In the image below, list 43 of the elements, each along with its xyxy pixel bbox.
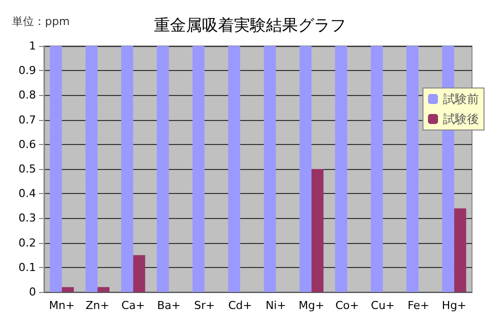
bar xyxy=(62,287,74,292)
x-tick-label: Ni+ xyxy=(266,299,286,312)
bar xyxy=(300,46,312,292)
y-tick-label: 0 xyxy=(29,286,36,298)
y-tick-label: 0.3 xyxy=(18,212,36,225)
x-tick-label: Cu+ xyxy=(370,299,395,312)
y-tick-label: 0.6 xyxy=(18,138,36,151)
x-tick-label: Ba+ xyxy=(157,299,181,312)
y-tick-label: 0.9 xyxy=(18,64,36,78)
bar xyxy=(406,46,418,292)
bar xyxy=(86,46,98,292)
bar xyxy=(156,46,169,292)
x-tick-label: Hg+ xyxy=(442,299,466,312)
legend-label: 試験前 xyxy=(443,92,479,106)
x-tick-label: Ca+ xyxy=(121,299,145,312)
x-tick-label: Cd+ xyxy=(228,299,252,312)
y-tick-label: 0.5 xyxy=(18,162,36,176)
bar xyxy=(335,46,348,292)
bar xyxy=(121,46,134,292)
y-tick-label: 0.1 xyxy=(18,260,36,274)
y-tick-label: 0.2 xyxy=(18,236,36,250)
y-tick-label: 0.4 xyxy=(18,187,36,200)
bar xyxy=(370,46,383,292)
bar xyxy=(50,46,62,292)
x-tick-label: Sr+ xyxy=(194,299,215,312)
bar xyxy=(98,287,110,292)
legend-label: 試験後 xyxy=(443,112,479,126)
y-tick-label: 1 xyxy=(29,40,36,52)
bar xyxy=(192,46,204,292)
chart-title: 重金属吸着実験結果グラフ xyxy=(154,16,346,34)
bar xyxy=(454,208,466,292)
bar xyxy=(312,169,324,292)
bar xyxy=(264,46,276,292)
y-tick-label: 0.7 xyxy=(18,113,36,126)
y-tick-label: 0.8 xyxy=(18,88,36,102)
bar xyxy=(133,255,146,292)
x-tick-label: Zn+ xyxy=(86,299,110,312)
x-tick-label: Mn+ xyxy=(48,299,75,312)
text: 単位：ppm xyxy=(12,15,70,28)
x-tick-label: Fe+ xyxy=(408,299,430,312)
x-tick-label: Co+ xyxy=(335,299,359,312)
x-tick-label: Mg+ xyxy=(298,299,324,312)
bar xyxy=(228,46,240,292)
